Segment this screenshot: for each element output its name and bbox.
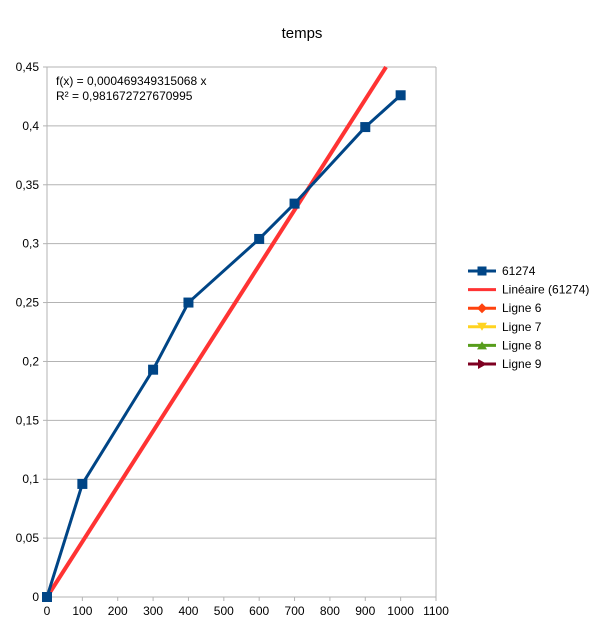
trendline-line — [45, 65, 388, 599]
axes: 0 0,05 0,1 0,15 0,2 0,25 0,3 0,35 0,4 0,45 0 100 200… — [16, 60, 450, 618]
x-tick-label: 900 — [355, 604, 375, 618]
y-tick-label: 0,25 — [16, 296, 40, 310]
trendline-equation: f(x) = 0,000469349315068 x R² = 0,981672… — [56, 74, 206, 103]
legend-label: Ligne 6 — [502, 301, 542, 315]
legend-item: Ligne 9 — [468, 357, 542, 371]
data-point-marker — [183, 297, 194, 308]
legend-square-marker — [477, 266, 487, 276]
trendline-r-squared-text: R² = 0,981672727670995 — [56, 89, 193, 103]
legend-label: Ligne 8 — [502, 338, 542, 352]
y-tick-label: 0,05 — [16, 531, 40, 545]
data-point-marker — [254, 233, 265, 244]
x-tick-label: 0 — [44, 604, 51, 618]
y-tick-label: 0,4 — [22, 119, 39, 133]
legend-label: Linéaire (61274) — [502, 283, 589, 297]
legend-triangle-up-marker — [477, 341, 487, 350]
x-tick-label: 100 — [72, 604, 92, 618]
y-tick-label: 0 — [32, 590, 39, 604]
y-tick-label: 0,1 — [22, 472, 39, 486]
y-tick-label: 0,2 — [22, 354, 39, 368]
legend-label: Ligne 9 — [502, 357, 542, 371]
trendline — [45, 65, 388, 599]
legend-item: Ligne 7 — [468, 320, 542, 334]
x-tick-label: 700 — [285, 604, 305, 618]
legend-item: 61274 — [468, 264, 536, 278]
y-tick-label: 0,15 — [16, 413, 40, 427]
legend-item: Ligne 8 — [468, 338, 542, 352]
legend-triangle-down-marker — [477, 322, 487, 331]
data-point-marker — [77, 478, 88, 489]
legend: 61274 Linéaire (61274) Ligne 6 Ligne 7 Ligne… — [468, 264, 589, 371]
series — [42, 90, 406, 602]
x-tick-label: 300 — [143, 604, 163, 618]
series-line — [45, 94, 402, 598]
x-tick-label: 200 — [108, 604, 128, 618]
trendline-equation-text: f(x) = 0,000469349315068 x — [56, 74, 206, 88]
y-tick-label: 0,45 — [16, 60, 40, 74]
legend-arrow-marker — [478, 359, 487, 369]
data-point-marker — [395, 90, 406, 101]
x-tick-label: 500 — [214, 604, 234, 618]
data-point-marker — [360, 122, 371, 133]
legend-label: 61274 — [502, 264, 536, 278]
x-tick-label: 600 — [249, 604, 269, 618]
y-tick-label: 0,35 — [16, 178, 40, 192]
x-tick-label: 800 — [320, 604, 340, 618]
data-point-marker — [148, 364, 159, 375]
grid — [47, 66, 437, 598]
legend-item: Ligne 6 — [468, 301, 542, 315]
x-tick-label: 1100 — [423, 604, 449, 618]
legend-label: Ligne 7 — [502, 320, 542, 334]
data-point-marker — [42, 592, 52, 602]
chart-title: temps — [282, 25, 323, 42]
legend-item: Linéaire (61274) — [468, 283, 589, 297]
x-tick-label: 1000 — [387, 604, 414, 618]
x-tick-label: 400 — [178, 604, 198, 618]
y-tick-label: 0,3 — [22, 237, 39, 251]
legend-diamond-marker — [477, 303, 487, 314]
data-point-marker — [289, 198, 300, 209]
